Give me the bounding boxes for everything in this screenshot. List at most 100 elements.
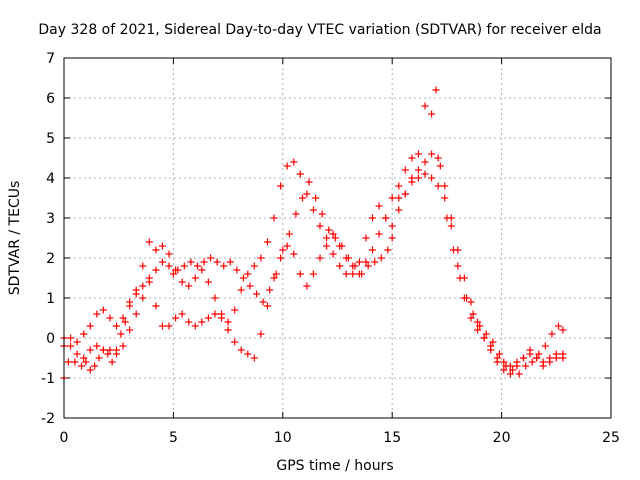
data-point bbox=[362, 234, 370, 242]
data-point bbox=[99, 306, 107, 314]
data-point bbox=[469, 310, 477, 318]
data-point bbox=[388, 194, 396, 202]
data-point bbox=[421, 158, 429, 166]
data-point bbox=[158, 242, 166, 250]
data-point bbox=[395, 194, 403, 202]
data-point bbox=[82, 358, 90, 366]
data-point bbox=[266, 286, 274, 294]
data-point bbox=[528, 358, 536, 366]
data-point bbox=[113, 322, 121, 330]
data-point bbox=[231, 306, 239, 314]
data-point bbox=[559, 326, 567, 334]
data-point bbox=[375, 230, 383, 238]
y-tick-label: 0 bbox=[46, 331, 55, 347]
data-point bbox=[187, 258, 195, 266]
data-point bbox=[211, 294, 219, 302]
data-point bbox=[283, 242, 291, 250]
data-point bbox=[106, 346, 114, 354]
data-point bbox=[559, 354, 567, 362]
data-point bbox=[384, 246, 392, 254]
data-point bbox=[91, 362, 99, 370]
data-point bbox=[414, 150, 422, 158]
y-tick-label: 7 bbox=[46, 51, 55, 67]
y-axis-label: SDTVAR / TECUs bbox=[7, 181, 23, 296]
data-point bbox=[263, 302, 271, 310]
data-point bbox=[467, 298, 475, 306]
y-tick-label: 1 bbox=[46, 291, 55, 307]
data-point bbox=[441, 182, 449, 190]
data-point bbox=[207, 254, 215, 262]
data-point bbox=[178, 310, 186, 318]
data-point bbox=[454, 262, 462, 270]
data-point bbox=[323, 242, 331, 250]
data-point bbox=[104, 350, 112, 358]
data-point bbox=[533, 354, 541, 362]
data-point bbox=[126, 326, 134, 334]
data-point bbox=[316, 254, 324, 262]
data-point bbox=[64, 358, 72, 366]
data-point bbox=[449, 246, 457, 254]
data-point bbox=[509, 366, 517, 374]
data-point bbox=[309, 270, 317, 278]
data-point bbox=[145, 278, 153, 286]
data-point bbox=[349, 270, 357, 278]
data-point bbox=[165, 262, 173, 270]
data-point bbox=[364, 262, 372, 270]
data-point bbox=[139, 262, 147, 270]
data-point bbox=[296, 170, 304, 178]
data-point bbox=[554, 322, 562, 330]
data-point bbox=[250, 354, 258, 362]
data-point bbox=[408, 154, 416, 162]
data-point bbox=[489, 338, 497, 346]
data-point bbox=[303, 282, 311, 290]
data-point bbox=[309, 206, 317, 214]
data-point bbox=[414, 166, 422, 174]
x-axis-label: GPS time / hours bbox=[276, 458, 393, 474]
series bbox=[60, 86, 567, 378]
data-point bbox=[456, 274, 464, 282]
data-point bbox=[355, 270, 363, 278]
data-point bbox=[263, 238, 271, 246]
data-point bbox=[428, 174, 436, 182]
data-point bbox=[285, 230, 293, 238]
data-point bbox=[93, 342, 101, 350]
data-point bbox=[213, 258, 221, 266]
data-point bbox=[342, 254, 350, 262]
data-point bbox=[441, 194, 449, 202]
data-point bbox=[401, 166, 409, 174]
data-point bbox=[395, 182, 403, 190]
data-point bbox=[495, 350, 503, 358]
data-point bbox=[220, 262, 228, 270]
data-point bbox=[283, 162, 291, 170]
data-point bbox=[303, 190, 311, 198]
grid-lines bbox=[64, 58, 611, 418]
data-point bbox=[191, 274, 199, 282]
data-point bbox=[78, 362, 86, 370]
data-point bbox=[480, 334, 488, 342]
data-point bbox=[165, 250, 173, 258]
x-tick-label: 15 bbox=[383, 430, 401, 446]
data-point bbox=[152, 266, 160, 274]
data-point bbox=[369, 214, 377, 222]
data-point bbox=[375, 202, 383, 210]
y-tick-label: 6 bbox=[46, 91, 55, 107]
data-point bbox=[290, 250, 298, 258]
data-point bbox=[388, 222, 396, 230]
x-tick-label: 0 bbox=[60, 430, 69, 446]
data-point bbox=[401, 190, 409, 198]
data-point bbox=[277, 254, 285, 262]
data-point bbox=[463, 294, 471, 302]
data-point bbox=[487, 342, 495, 350]
data-point bbox=[371, 258, 379, 266]
y-tick-label: 5 bbox=[46, 131, 55, 147]
data-point bbox=[552, 354, 560, 362]
data-point bbox=[369, 246, 377, 254]
data-point bbox=[539, 362, 547, 370]
y-tick-label: 4 bbox=[46, 171, 55, 187]
data-point bbox=[421, 102, 429, 110]
data-point bbox=[329, 250, 337, 258]
data-point bbox=[158, 322, 166, 330]
data-point bbox=[172, 314, 180, 322]
data-point bbox=[180, 262, 188, 270]
